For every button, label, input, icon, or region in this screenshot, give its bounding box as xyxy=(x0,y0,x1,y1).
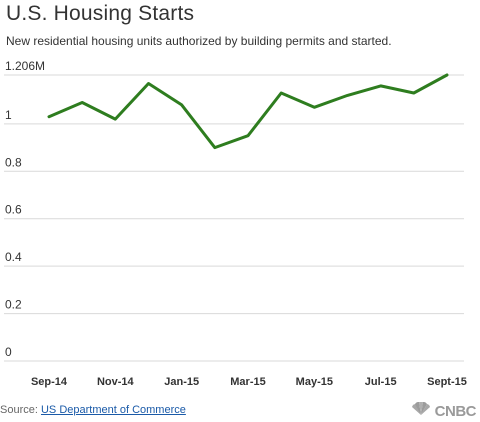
y-tick-label: 0.8 xyxy=(5,155,22,169)
y-tick-label: 0.4 xyxy=(5,250,22,264)
chart-title: U.S. Housing Starts xyxy=(6,2,195,25)
logo-text: CNBC xyxy=(434,402,477,420)
footer: Source: US Department of Commerce CNBC xyxy=(0,400,480,422)
chart-subtitle: New residential housing units authorized… xyxy=(6,34,392,48)
source-link[interactable]: US Department of Commerce xyxy=(40,404,186,416)
x-tick-label: Mar-15 xyxy=(230,376,265,388)
y-tick-label: 1.206M xyxy=(5,59,45,73)
y-tick-label: 0 xyxy=(5,345,12,359)
source-label: Source: xyxy=(0,404,38,416)
peacock-icon xyxy=(410,400,432,421)
y-tick-label: 0.2 xyxy=(5,298,22,312)
x-tick-label: Nov-14 xyxy=(97,376,135,388)
series-line xyxy=(47,73,449,150)
line-chart: 1.206M 1 0.8 0.6 0.4 0.2 0 Sep-14 Nov-14 Jan-15 Ma… xyxy=(4,59,467,388)
source-note: Source: US Department of Commerce xyxy=(0,404,186,416)
x-tick-label: May-15 xyxy=(296,376,333,388)
y-tick-label: 1 xyxy=(5,108,12,122)
x-tick-label: Sept-15 xyxy=(427,376,467,388)
cnbc-logo: CNBC xyxy=(410,400,477,421)
y-tick-label: 0.6 xyxy=(5,203,22,217)
x-tick-label: Jul-15 xyxy=(365,376,397,388)
x-tick-label: Sep-14 xyxy=(31,376,68,388)
x-tick-label: Jan-15 xyxy=(164,376,199,388)
